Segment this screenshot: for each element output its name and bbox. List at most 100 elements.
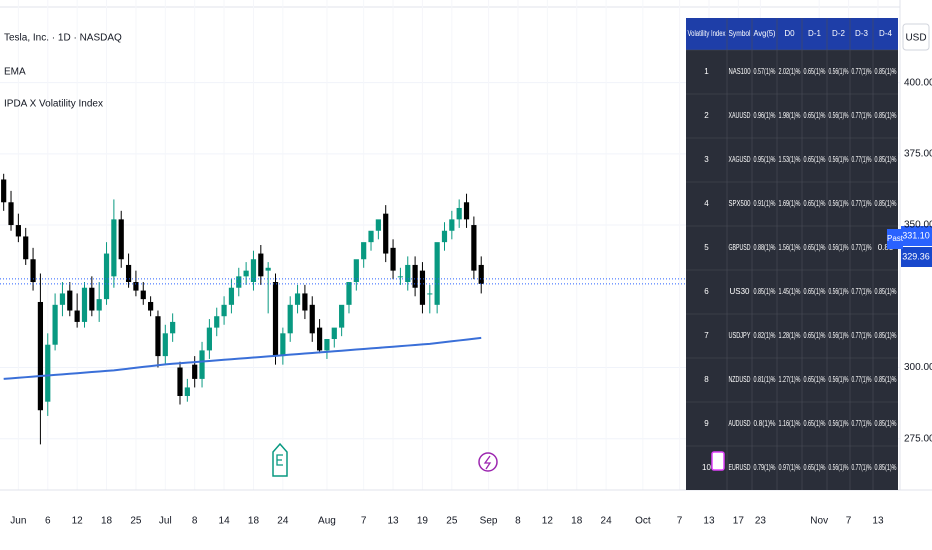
x-tick-label: 25 xyxy=(446,516,458,527)
table-cell: 6 xyxy=(704,287,709,296)
candle-body xyxy=(206,327,212,351)
price-tag xyxy=(901,247,932,267)
candle-body xyxy=(368,230,374,243)
x-tick-label: Aug xyxy=(318,516,336,527)
table-background xyxy=(686,18,898,490)
plot xyxy=(0,173,900,445)
y-tick-label: 350.00 xyxy=(904,220,932,231)
table-cell: 0.56(1)% xyxy=(829,155,849,164)
candle-body xyxy=(331,327,337,340)
price-tag xyxy=(901,226,932,246)
table-cell: 0.56(1)% xyxy=(829,463,849,472)
table-header-cell: D0 xyxy=(784,29,795,38)
table-cell: 0.65(1)% xyxy=(804,111,826,120)
split-event[interactable] xyxy=(711,451,725,471)
x-tick-label: Sep xyxy=(480,516,498,527)
candle-body xyxy=(184,387,190,396)
table-cell: 0.82(1)% xyxy=(754,331,776,340)
table-cell: 0.65(1)% xyxy=(804,199,826,208)
table-cell: 0.56(1)% xyxy=(829,199,849,208)
table-cell: EURUSD xyxy=(729,463,751,472)
dividend-icon[interactable] xyxy=(478,452,498,472)
candle-body xyxy=(15,225,21,237)
table-cell: XAGUSD xyxy=(729,155,751,164)
table-cell: 0.85(1)% xyxy=(875,419,897,428)
table-cell: 0.65(1)% xyxy=(804,243,826,252)
legend-indicator[interactable]: IPDA X Volatility Index xyxy=(4,99,103,110)
candle-body xyxy=(148,301,154,311)
currency-label[interactable]: USD xyxy=(905,33,926,44)
candle-body xyxy=(23,236,29,260)
table-cell: 0.77(1)% xyxy=(852,331,872,340)
candle-body xyxy=(316,327,323,351)
x-tick-label: 18 xyxy=(248,516,260,527)
candle-body xyxy=(199,350,205,379)
candle-body xyxy=(1,179,7,203)
candle-body xyxy=(214,316,220,328)
candle-body xyxy=(265,267,271,271)
table-cell: 0.85(1)% xyxy=(875,67,897,76)
dividend-event[interactable] xyxy=(478,452,498,472)
table-cell: 2 xyxy=(704,111,709,120)
table-cell: 0.85(1)% xyxy=(875,463,897,472)
table-cell: USDJPY xyxy=(729,331,751,340)
x-tick-label: 7 xyxy=(846,516,852,527)
y-tick-label: 400.00 xyxy=(904,77,932,88)
candle-body xyxy=(390,247,396,271)
table-cell: 4 xyxy=(704,199,709,208)
table-cell: 0.95(1)% xyxy=(754,155,776,164)
table-cell: 0.8(1)% xyxy=(754,419,776,428)
candle-body xyxy=(434,242,440,305)
table-cell: 0.79(1)% xyxy=(754,463,776,472)
y-tick-label: 300.00 xyxy=(904,362,932,373)
table-cell: 0.65(1)% xyxy=(804,155,826,164)
x-tick-label: 25 xyxy=(130,516,142,527)
x-tick-label: 24 xyxy=(601,516,613,527)
candle-body xyxy=(250,259,257,283)
table-cell: 0.77(1)% xyxy=(852,243,872,252)
x-tick-label: 23 xyxy=(755,516,767,527)
table-cell: 0.56(1)% xyxy=(829,331,849,340)
table-cell: 0.56(1)% xyxy=(829,111,849,120)
split-icon[interactable] xyxy=(711,451,725,471)
table-header-cell: D-3 xyxy=(855,29,868,38)
table-cell: NAS100 xyxy=(729,67,751,76)
x-tick-label: 7 xyxy=(361,516,367,527)
table-cell: 0.85 xyxy=(878,243,894,252)
currency-button[interactable] xyxy=(902,23,930,51)
table-cell: NZDUSD xyxy=(729,375,751,384)
time-axis: Jun 6 12 18 25 Jul 8 14 18 24 Aug 7 13 19 25 Sep 8 12 18 24… xyxy=(10,516,884,527)
candle-body xyxy=(478,264,484,284)
table-cell: 0.77(1)% xyxy=(852,463,872,472)
candle-body xyxy=(89,287,95,311)
table-cell: 8 xyxy=(704,375,709,384)
candle-body xyxy=(419,270,426,305)
candle-body xyxy=(236,276,242,288)
table-cell: 0.56(1)% xyxy=(829,287,849,296)
y-tick-label: 375.00 xyxy=(904,148,932,159)
table-cell: 0.85(1)% xyxy=(875,111,897,120)
x-tick-label: 8 xyxy=(515,516,521,527)
table-cell: 1.28(1)% xyxy=(779,331,801,340)
x-tick-label: 13 xyxy=(387,516,399,527)
x-tick-label: 13 xyxy=(872,516,884,527)
x-tick-label: Jun xyxy=(10,516,26,527)
earnings-event[interactable] xyxy=(272,442,288,477)
price-tag-label: 331.10 xyxy=(902,230,930,240)
x-tick-label: 6 xyxy=(45,516,51,527)
candle-body xyxy=(96,299,102,311)
table-cell: GBPUSD xyxy=(729,243,751,252)
table-cell: US30 xyxy=(729,287,750,296)
table-cell: 0.77(1)% xyxy=(852,111,872,120)
candle-body xyxy=(412,264,418,288)
candle-body xyxy=(463,202,470,220)
candle-body xyxy=(177,367,183,396)
table-cell: 1.27(1)% xyxy=(779,375,801,384)
candle-body xyxy=(397,276,404,278)
candle-body xyxy=(30,259,36,283)
legend-ema[interactable]: EMA xyxy=(4,67,26,78)
candle-body xyxy=(441,230,448,243)
legend-symbol[interactable]: Tesla, Inc. · 1D · NASDAQ xyxy=(4,33,122,44)
table-cell: 10 xyxy=(702,463,711,472)
